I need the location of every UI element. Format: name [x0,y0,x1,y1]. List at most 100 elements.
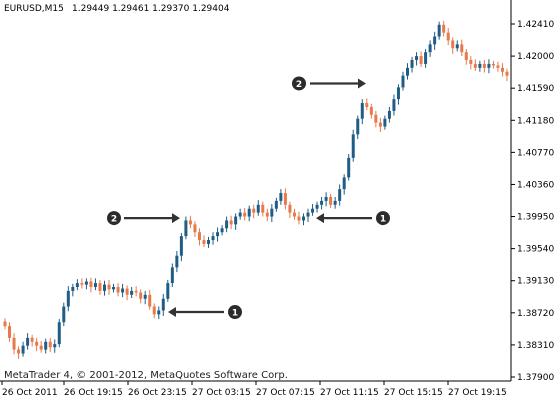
candle-body [238,212,242,217]
y-tick-label: 1.42000 [517,52,554,62]
y-axis-ticks: 1.42410 1.42000 1.41590 1.41180 1.40770 1.403… [511,20,554,383]
candle-body [383,118,387,127]
candle-body [428,44,432,53]
candle-body [252,208,256,213]
candle-body [121,288,125,293]
candles-layer [3,20,509,359]
candle-body [66,290,70,307]
y-tick-label: 1.37900 [517,373,554,383]
candle-body [53,344,57,348]
candle-body [315,204,319,209]
annotation-arrow-head [316,213,324,224]
candle-body [401,75,405,88]
candle-body [225,220,229,229]
candle-body [274,200,278,209]
candle-body [35,341,39,346]
candle-body [487,63,491,68]
candle-body [442,24,446,33]
candle-body [48,341,52,348]
candle-body [21,345,25,354]
candle-body [157,310,161,315]
candle-body [30,337,34,342]
x-tick-label: 27 Oct 03:15 [192,388,251,398]
candle-body [247,208,251,217]
candle-body [3,321,7,327]
y-tick-label: 1.39950 [517,213,554,223]
candle-body [496,65,500,68]
candle-body [396,87,400,100]
candle-body [207,240,211,244]
candle-body [80,283,84,285]
candle-body [365,103,369,107]
candle-body [351,134,355,158]
candle-body [469,60,473,64]
candle-body [311,208,315,213]
candle-body [143,294,147,299]
candle-body [320,200,324,205]
candle-body [505,71,509,76]
candle-body [324,196,328,201]
annotation-layer: 1 2 1 2 [107,76,390,320]
annotation-badge-label: 2 [111,214,117,224]
candle-body [410,60,414,68]
x-tick-label: 27 Oct 11:15 [320,388,379,398]
x-tick-label: 26 Oct 2011 [2,388,58,398]
candle-body [473,63,477,68]
candle-body [12,337,16,350]
candle-body [84,281,88,285]
copyright-text: MetaTrader 4, © 2001-2012, MetaQuotes So… [4,370,288,381]
candle-body [297,216,301,221]
candle-body [184,220,188,237]
candle-body [188,220,192,225]
annotation-badge [228,305,242,320]
candle-body [71,286,75,291]
y-tick-label: 1.40770 [517,148,554,158]
candle-body [211,236,215,241]
candle-body [243,212,247,217]
candle-body [179,236,183,256]
candle-body [57,322,61,345]
candle-body [220,228,224,233]
x-tick-label: 26 Oct 23:15 [128,388,187,398]
candle-body [338,189,342,201]
candle-body [125,288,129,295]
candle-body [265,212,269,217]
candle-body [98,283,102,291]
candle-body [8,326,12,338]
annotation-badge [376,211,390,226]
candle-body [17,349,21,354]
candle-body [270,208,274,217]
y-tick-label: 1.41590 [517,84,554,94]
candle-body [93,283,97,287]
candle-body [26,337,30,346]
candle-body [333,200,337,205]
candle-body [166,283,170,299]
candle-body [406,67,410,76]
candle-body [374,114,378,123]
x-tick-label: 27 Oct 07:15 [256,388,315,398]
candle-body [446,32,450,41]
chart-header-quote: 1.29449 1.29461 1.29370 1.29404 [72,4,230,14]
chart-header-symbol: EURUSD,M15 [4,4,64,14]
candle-body [102,284,106,291]
candle-body [229,220,233,225]
annotation-arrow-head [172,213,180,224]
y-tick-label: 1.38310 [517,341,554,351]
annotation-badge [292,76,306,91]
candle-body [279,193,283,201]
candle-body [112,286,116,290]
candle-body [161,298,165,311]
candle-body [347,157,351,178]
x-axis-ticks: 26 Oct 2011 26 Oct 19:15 26 Oct 23:15 27 Oc… [1,381,507,398]
annotation-arrow-head [168,307,176,318]
candle-body [306,212,310,217]
candle-body [419,56,423,64]
candle-body [89,281,93,287]
candle-body [44,341,48,350]
candle-body [288,204,292,213]
candle-body [116,286,120,293]
candle-body [175,255,179,268]
candle-body [216,232,220,237]
candle-body [75,283,79,287]
